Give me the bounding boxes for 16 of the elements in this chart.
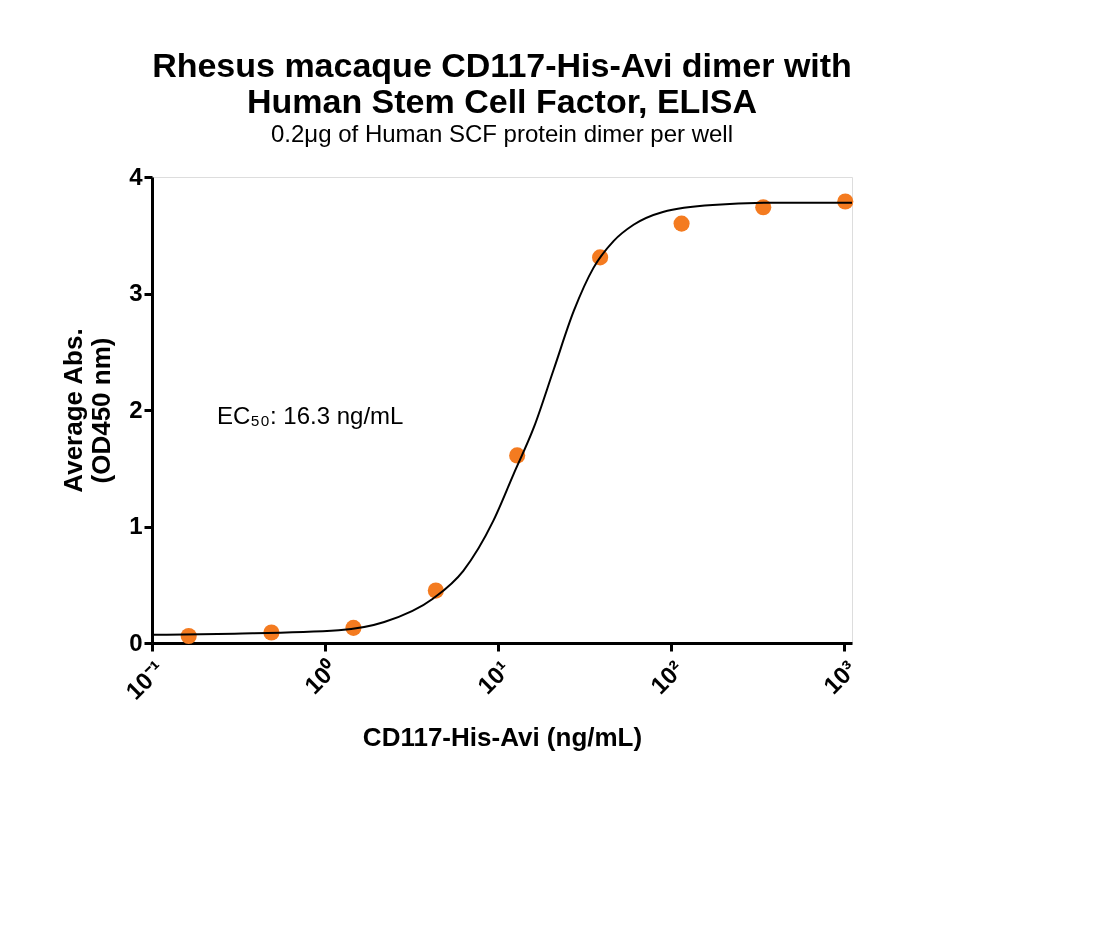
y-tick-label: 1 [129, 512, 143, 539]
y-axis-title: Average Abs. (OD450 nm) [58, 328, 117, 493]
y-tick-label: 2 [129, 395, 143, 423]
chart-title: Rhesus macaque CD117-His-Avi dimer with Human Stem Cell Factor, ELISA [152, 46, 852, 120]
point [673, 215, 690, 232]
y-tick-label: 0 [129, 628, 143, 656]
x-tick-label: 10⁰ [298, 654, 344, 700]
x-tick-label: 10¹ [471, 655, 516, 699]
x-tick-label: 10⁻¹ [120, 655, 170, 705]
y-tick-label: 4 [129, 162, 144, 190]
x-axis-title: CD117-His-Avi (ng/mL) [362, 721, 643, 752]
chart-subtitle: 0.2μg of Human SCF protein dimer per well [270, 120, 734, 147]
x-tick-label: 10² [644, 655, 689, 699]
y-tick-label: 3 [129, 279, 143, 306]
annotation: EC₅₀: 16.3 ng/mL [217, 402, 404, 429]
x-tick-label: 10³ [817, 655, 862, 699]
